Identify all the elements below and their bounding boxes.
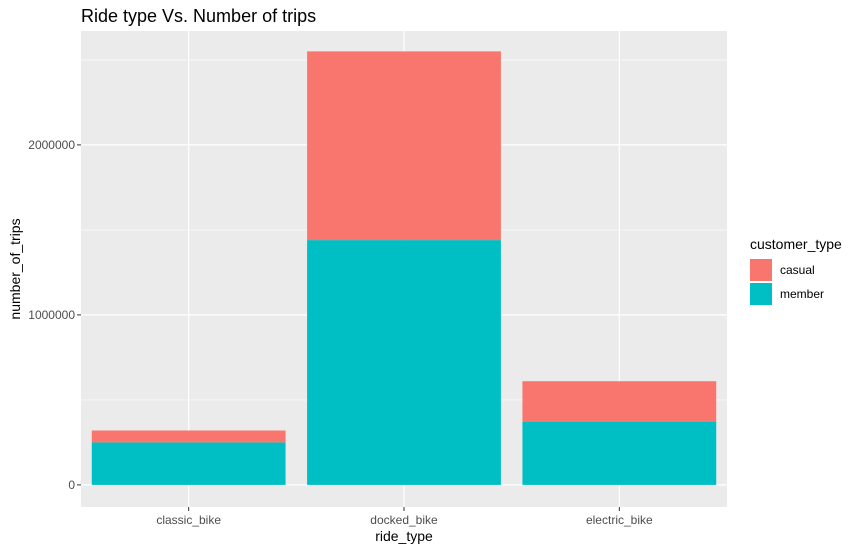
x-tick-label: electric_bike — [586, 513, 653, 527]
y-tick-label: 0 — [68, 478, 75, 492]
legend-label-member: member — [780, 287, 824, 301]
bar-classic_bike-casual — [91, 430, 286, 443]
bar-electric_bike-casual — [522, 381, 717, 422]
x-axis-ticks: classic_bike docked_bike electric_bike — [156, 507, 653, 527]
x-tick-label: docked_bike — [370, 513, 438, 527]
legend-title: customer_type — [750, 236, 842, 252]
y-axis-ticks: 0 1000000 2000000 — [28, 138, 81, 492]
y-tick-label: 2000000 — [28, 138, 75, 152]
bars — [91, 51, 717, 485]
legend: customer_type casual member — [750, 236, 842, 305]
chart-title: Ride type Vs. Number of trips — [81, 6, 316, 26]
x-axis-title: ride_type — [375, 528, 433, 544]
y-tick-label: 1000000 — [28, 308, 75, 322]
bar-classic_bike-member — [91, 442, 286, 485]
legend-label-casual: casual — [780, 263, 815, 277]
bar-electric_bike-member — [522, 422, 717, 485]
legend-key-casual — [750, 259, 772, 281]
y-axis-title: number_of_trips — [7, 218, 23, 319]
legend-items: casual member — [750, 259, 824, 305]
x-tick-label: classic_bike — [156, 513, 221, 527]
bar-docked_bike-member — [307, 240, 501, 485]
legend-key-member — [750, 283, 772, 305]
bar-docked_bike-casual — [307, 51, 501, 241]
